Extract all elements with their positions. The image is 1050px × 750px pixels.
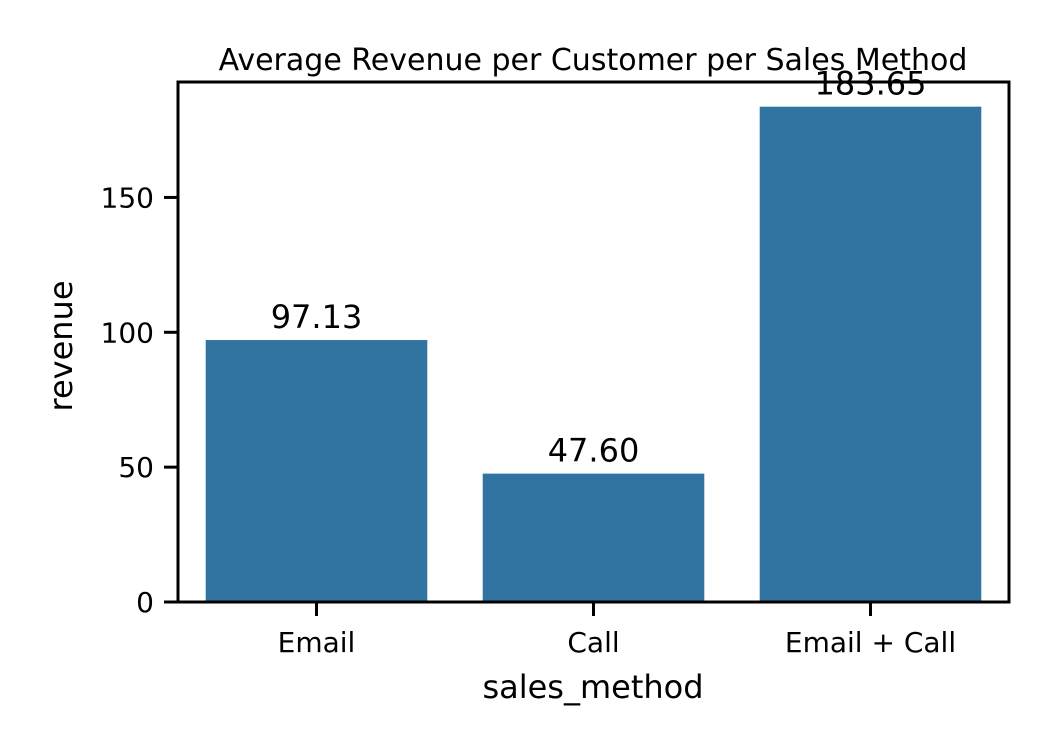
x-axis-label: sales_method [482,668,703,706]
bar-value-label: 183.65 [815,65,927,103]
bar-value-label: 97.13 [271,298,363,336]
chart-title: Average Revenue per Customer per Sales M… [219,43,968,78]
y-tick-label: 100 [101,316,154,349]
x-tick-label: Email + Call [785,626,956,659]
y-tick-label: 0 [136,586,154,619]
y-axis-label: revenue [42,280,80,411]
y-tick-label: 50 [118,451,154,484]
x-tick-label: Email [278,626,356,659]
x-tick-label: Call [567,626,619,659]
bar-call [482,473,705,602]
ticks-group: Email Call Email + Call 0 50 100 150 [101,181,957,659]
bars-group [205,106,982,603]
bar-value-label: 47.60 [548,432,640,470]
bar-email [205,340,428,602]
plot-area-frame [176,80,1011,604]
bar-email-call [759,106,982,603]
data-labels-group: 97.13 47.60 183.65 [271,65,927,470]
y-tick-label: 150 [101,181,154,214]
